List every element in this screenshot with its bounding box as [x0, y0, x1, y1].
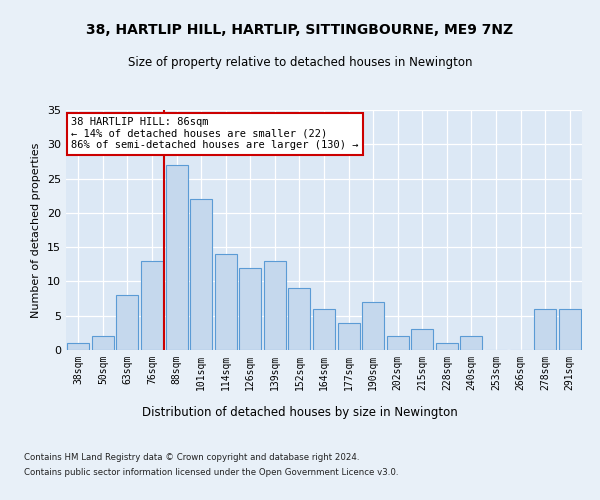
- Bar: [313, 309, 335, 350]
- Bar: [190, 199, 212, 350]
- Bar: [338, 322, 359, 350]
- Bar: [264, 261, 286, 350]
- Bar: [289, 288, 310, 350]
- Bar: [559, 309, 581, 350]
- Bar: [239, 268, 262, 350]
- Bar: [534, 309, 556, 350]
- Bar: [67, 343, 89, 350]
- Bar: [215, 254, 237, 350]
- Text: Contains public sector information licensed under the Open Government Licence v3: Contains public sector information licen…: [24, 468, 398, 477]
- Text: Size of property relative to detached houses in Newington: Size of property relative to detached ho…: [128, 56, 472, 69]
- Text: 38 HARTLIP HILL: 86sqm
← 14% of detached houses are smaller (22)
86% of semi-det: 38 HARTLIP HILL: 86sqm ← 14% of detached…: [71, 117, 359, 150]
- Text: Distribution of detached houses by size in Newington: Distribution of detached houses by size …: [142, 406, 458, 419]
- Text: 38, HARTLIP HILL, HARTLIP, SITTINGBOURNE, ME9 7NZ: 38, HARTLIP HILL, HARTLIP, SITTINGBOURNE…: [86, 23, 514, 37]
- Bar: [92, 336, 114, 350]
- Bar: [411, 330, 433, 350]
- Bar: [166, 165, 188, 350]
- Bar: [141, 261, 163, 350]
- Text: Contains HM Land Registry data © Crown copyright and database right 2024.: Contains HM Land Registry data © Crown c…: [24, 453, 359, 462]
- Bar: [362, 302, 384, 350]
- Bar: [436, 343, 458, 350]
- Bar: [460, 336, 482, 350]
- Y-axis label: Number of detached properties: Number of detached properties: [31, 142, 41, 318]
- Bar: [116, 295, 139, 350]
- Bar: [386, 336, 409, 350]
